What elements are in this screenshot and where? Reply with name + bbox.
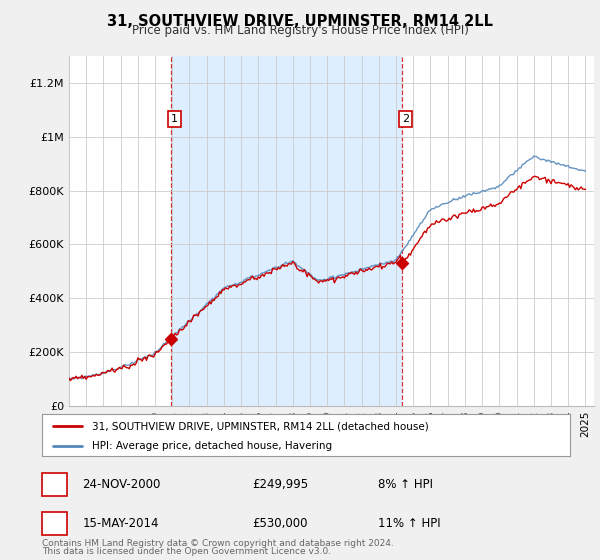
Text: HPI: Average price, detached house, Havering: HPI: Average price, detached house, Have… [92, 441, 332, 451]
Text: 8% ↑ HPI: 8% ↑ HPI [378, 478, 433, 491]
Text: 2: 2 [401, 114, 409, 124]
Text: 24-NOV-2000: 24-NOV-2000 [82, 478, 161, 491]
Text: 2: 2 [51, 517, 58, 530]
Text: Contains HM Land Registry data © Crown copyright and database right 2024.: Contains HM Land Registry data © Crown c… [42, 539, 394, 548]
Text: 1: 1 [51, 478, 58, 491]
Bar [171, 56, 402, 406]
Text: 31, SOUTHVIEW DRIVE, UPMINSTER, RM14 2LL (detached house): 31, SOUTHVIEW DRIVE, UPMINSTER, RM14 2LL… [92, 421, 429, 431]
Text: 11% ↑ HPI: 11% ↑ HPI [378, 517, 440, 530]
Text: Price paid vs. HM Land Registry's House Price Index (HPI): Price paid vs. HM Land Registry's House … [131, 24, 469, 37]
Text: 31, SOUTHVIEW DRIVE, UPMINSTER, RM14 2LL: 31, SOUTHVIEW DRIVE, UPMINSTER, RM14 2LL [107, 14, 493, 29]
Text: 1: 1 [171, 114, 178, 124]
Text: This data is licensed under the Open Government Licence v3.0.: This data is licensed under the Open Gov… [42, 547, 331, 556]
Text: 15-MAY-2014: 15-MAY-2014 [82, 517, 158, 530]
Text: £530,000: £530,000 [252, 517, 308, 530]
Text: £249,995: £249,995 [252, 478, 308, 491]
